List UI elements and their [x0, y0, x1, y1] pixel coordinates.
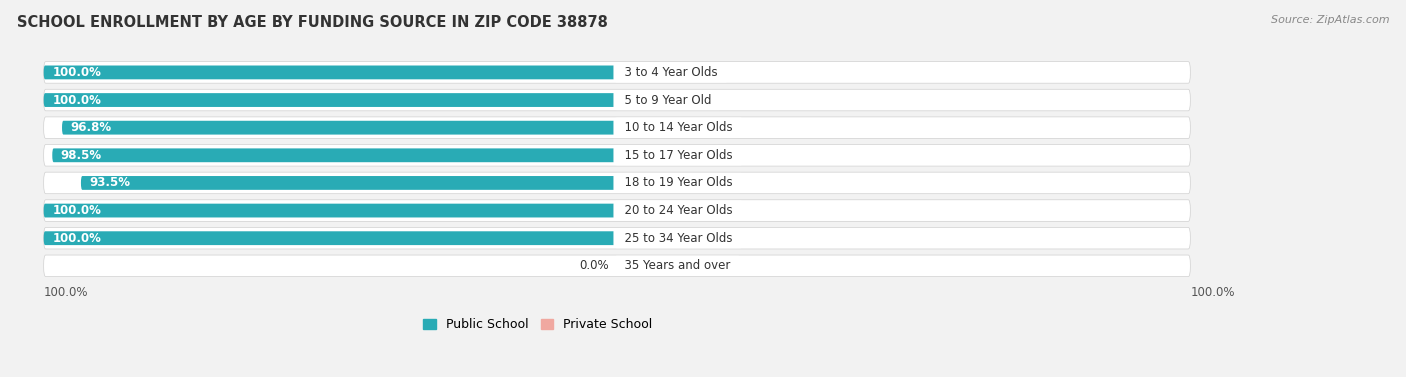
FancyBboxPatch shape	[52, 149, 617, 162]
Text: 15 to 17 Year Olds: 15 to 17 Year Olds	[617, 149, 740, 162]
FancyBboxPatch shape	[44, 172, 1191, 194]
FancyBboxPatch shape	[82, 176, 617, 190]
Text: 0.0%: 0.0%	[659, 232, 689, 245]
FancyBboxPatch shape	[617, 231, 654, 245]
FancyBboxPatch shape	[44, 62, 1191, 83]
Text: 0.0%: 0.0%	[659, 66, 689, 79]
Text: 100.0%: 100.0%	[44, 286, 89, 299]
Text: 0.0%: 0.0%	[659, 93, 689, 107]
FancyBboxPatch shape	[44, 144, 1191, 166]
FancyBboxPatch shape	[62, 121, 617, 135]
FancyBboxPatch shape	[44, 117, 1191, 138]
FancyBboxPatch shape	[617, 66, 654, 79]
FancyBboxPatch shape	[44, 66, 617, 79]
Text: 0.0%: 0.0%	[579, 259, 609, 272]
Text: Source: ZipAtlas.com: Source: ZipAtlas.com	[1271, 15, 1389, 25]
Text: 100.0%: 100.0%	[1191, 286, 1234, 299]
Text: SCHOOL ENROLLMENT BY AGE BY FUNDING SOURCE IN ZIP CODE 38878: SCHOOL ENROLLMENT BY AGE BY FUNDING SOUR…	[17, 15, 607, 30]
Text: 3 to 4 Year Olds: 3 to 4 Year Olds	[617, 66, 725, 79]
Text: 100.0%: 100.0%	[52, 93, 101, 107]
FancyBboxPatch shape	[617, 149, 654, 162]
Text: 10 to 14 Year Olds: 10 to 14 Year Olds	[617, 121, 740, 134]
Text: 18 to 19 Year Olds: 18 to 19 Year Olds	[617, 176, 740, 189]
Text: 1.5%: 1.5%	[659, 149, 690, 162]
Text: 25 to 34 Year Olds: 25 to 34 Year Olds	[617, 232, 740, 245]
Text: 93.5%: 93.5%	[90, 176, 131, 189]
Text: 100.0%: 100.0%	[52, 232, 101, 245]
Text: 3.2%: 3.2%	[659, 121, 690, 134]
Text: 96.8%: 96.8%	[70, 121, 111, 134]
FancyBboxPatch shape	[44, 231, 617, 245]
FancyBboxPatch shape	[44, 204, 617, 218]
FancyBboxPatch shape	[617, 204, 654, 218]
FancyBboxPatch shape	[617, 259, 654, 273]
FancyBboxPatch shape	[617, 176, 654, 190]
FancyBboxPatch shape	[44, 255, 1191, 277]
Legend: Public School, Private School: Public School, Private School	[418, 313, 658, 336]
Text: 100.0%: 100.0%	[52, 66, 101, 79]
Text: 6.5%: 6.5%	[659, 176, 690, 189]
FancyBboxPatch shape	[44, 227, 1191, 249]
FancyBboxPatch shape	[617, 121, 654, 135]
Text: 98.5%: 98.5%	[60, 149, 103, 162]
Text: 0.0%: 0.0%	[659, 204, 689, 217]
Text: 20 to 24 Year Olds: 20 to 24 Year Olds	[617, 204, 740, 217]
FancyBboxPatch shape	[44, 200, 1191, 221]
FancyBboxPatch shape	[44, 93, 617, 107]
FancyBboxPatch shape	[617, 93, 654, 107]
FancyBboxPatch shape	[44, 89, 1191, 111]
Text: 100.0%: 100.0%	[52, 204, 101, 217]
Text: 5 to 9 Year Old: 5 to 9 Year Old	[617, 93, 718, 107]
Text: 35 Years and over: 35 Years and over	[617, 259, 738, 272]
Text: 0.0%: 0.0%	[659, 259, 689, 272]
